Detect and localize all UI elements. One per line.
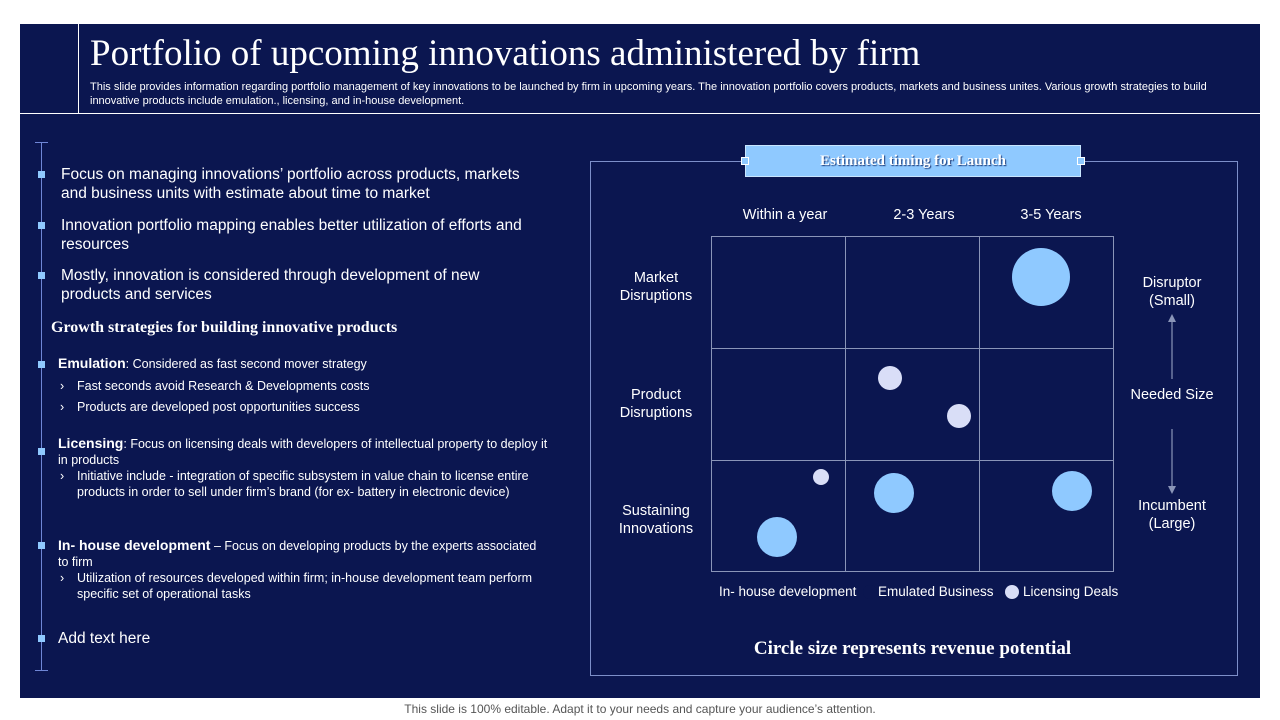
header-handle-left [741,157,749,165]
timing-grid [711,236,1114,572]
sub-item-text: Utilization of resources developed withi… [77,571,533,601]
rule-cap-bottom [35,670,48,671]
row-header-sustaining-innovations: Sustaining Innovations [618,503,694,537]
strategy-line: In- house development – Focus on develop… [58,537,548,570]
sub-item-text: Products are developed post opportunitie… [77,400,360,414]
grid-line [712,348,1113,349]
size-label-disruptor: Disruptor (Small) [1142,275,1202,309]
strategy-licensing: Licensing: Focus on licensing deals with… [58,435,548,500]
grid-line [712,460,1113,461]
legend-dot-licensing-deals [1005,585,1019,599]
slide: Portfolio of upcoming innovations admini… [20,24,1260,698]
left-vertical-rule [41,142,42,670]
legend-dot-emulated-business [863,585,877,599]
bubble-licensing-deals [813,469,829,485]
chevron-right-icon: › [60,469,65,483]
rule-cap-top [35,142,48,143]
sub-item-text: Initiative include - integration of spec… [77,469,529,499]
add-text-placeholder[interactable]: Add text here [58,630,151,647]
legend-emulated-business: Emulated Business [878,584,994,599]
strategy-sub-item: › Fast seconds avoid Research & Developme… [58,378,548,394]
column-header-3-5-years: 3-5 Years [1020,207,1082,223]
row-header-product-disruptions: Product Disruptions [619,387,693,421]
bullet-marker [38,542,45,549]
legend-licensing-deals: Licensing Deals [1023,584,1119,599]
strategy-desc: Focus on licensing deals with developers… [58,437,548,467]
bubble-in-house-development [1052,471,1092,511]
title-divider [20,113,1260,114]
strategy-sub-item: › Products are developed post opportuniti… [58,399,548,415]
bullet-portfolio-mapping: Innovation portfolio mapping enables bet… [61,217,522,253]
column-header-within-year: Within a year [742,207,828,223]
column-header-2-3-years: 2-3 Years [893,207,955,223]
chevron-right-icon: › [60,571,65,585]
bubble-in-house-development [757,517,797,557]
page-subtitle: This slide provides information regardin… [90,81,1207,107]
footer-note: This slide is 100% editable. Adapt it to… [404,702,876,716]
page-title: Portfolio of upcoming innovations admini… [90,33,921,74]
bullet-marker [38,222,45,229]
bubble-licensing-deals [947,404,971,428]
strategy-sub-item: › Initiative include - integration of spe… [58,468,548,500]
bullet-portfolio-focus: Focus on managing innovations’ portfolio… [61,166,520,202]
strategy-separator: – [210,539,225,553]
title-left-rule [78,24,79,113]
bullet-innovation-development: Mostly, innovation is considered through… [61,267,480,303]
strategy-line: Emulation: Considered as fast second mov… [58,355,548,372]
bubble-in-house-development [1012,248,1070,306]
strategy-name: Licensing [58,435,124,451]
strategy-sub-item: › Utilization of resources developed with… [58,570,548,602]
header-handle-right [1077,157,1085,165]
strategy-line: Licensing: Focus on licensing deals with… [58,435,548,468]
growth-strategies-heading: Growth strategies for building innovativ… [51,319,398,336]
sub-item-text: Fast seconds avoid Research & Developmen… [77,379,370,393]
strategy-desc: Focus on developing products by the expe… [58,539,537,569]
chevron-right-icon: › [60,379,65,393]
grid-line [979,237,980,571]
diagram-caption: Circle size represents revenue potential [753,638,1072,659]
strategy-desc: Considered as fast second mover strategy [132,357,367,371]
bubble-licensing-deals [878,366,902,390]
chevron-right-icon: › [60,400,65,414]
launch-timing-header: Estimated timing for Launch [745,145,1081,177]
size-scale-arrows [1168,314,1176,494]
strategy-separator: : [123,437,131,451]
bullet-marker [38,635,45,642]
bullet-marker [38,171,45,178]
size-label-incumbent: Incumbent (Large) [1138,498,1206,532]
grid-line [845,237,846,571]
strategy-in-house-development: In- house development – Focus on develop… [58,537,548,602]
bubble-in-house-development [874,473,914,513]
bullet-marker [38,361,45,368]
size-label-needed-size: Needed Size [1130,387,1214,403]
strategy-name: Emulation [58,355,126,371]
row-header-market-disruptions: Market Disruptions [619,270,693,304]
strategy-separator: : [125,357,133,371]
bullet-marker [38,448,45,455]
bullet-marker [38,272,45,279]
strategy-emulation: Emulation: Considered as fast second mov… [58,355,548,415]
strategy-name: In- house development [58,537,211,553]
legend-in-house-development: In- house development [719,584,857,599]
